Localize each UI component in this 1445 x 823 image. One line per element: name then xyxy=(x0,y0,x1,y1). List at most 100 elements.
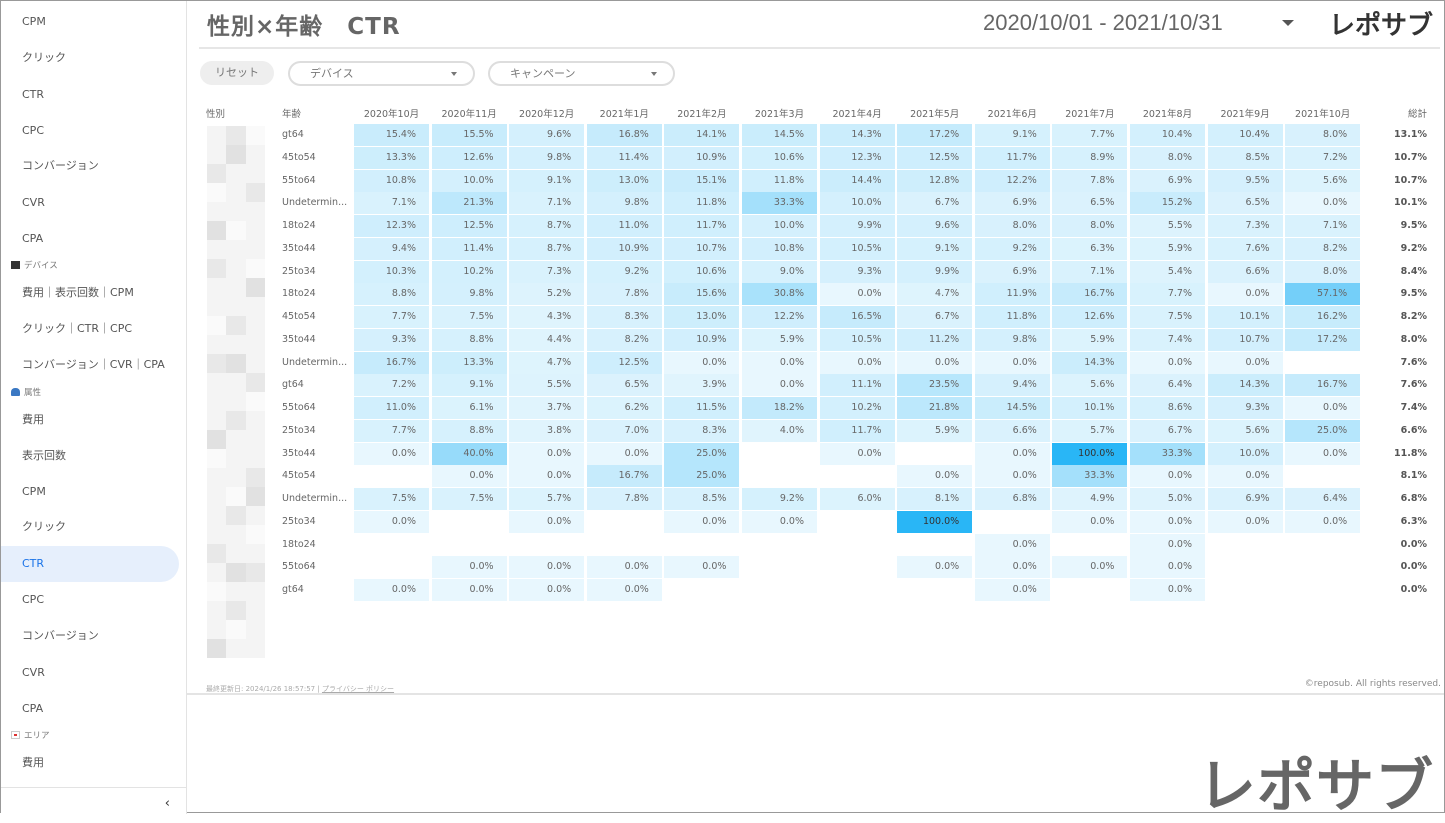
value-cell: 0.0% xyxy=(1130,533,1205,556)
value-cell: 25.0% xyxy=(1285,419,1361,442)
sidebar-item[interactable]: CPC xyxy=(22,124,44,137)
value-cell: 17.2% xyxy=(897,124,973,146)
value-cell: 0.0% xyxy=(509,579,585,601)
value-cell: 11.0% xyxy=(354,397,429,419)
sidebar-item[interactable]: クリック xyxy=(22,520,66,533)
device-select[interactable]: デバイス xyxy=(288,61,475,86)
value-cell: 7.5% xyxy=(431,306,507,328)
sidebar-item[interactable]: コンバージョン xyxy=(22,629,99,642)
blur-block xyxy=(245,525,265,544)
value-cell xyxy=(587,511,662,533)
age-cell: 25to34 xyxy=(282,424,316,436)
blur-block xyxy=(207,563,227,582)
sidebar-item[interactable]: CPA xyxy=(22,232,44,245)
blur-block xyxy=(207,354,227,373)
sidebar-section-device: デバイス xyxy=(11,259,58,271)
sidebar-item[interactable]: CPC xyxy=(22,593,44,606)
value-cell xyxy=(742,556,817,578)
footer-separator: | xyxy=(317,685,320,693)
total-cell: 8.1% xyxy=(1400,470,1427,482)
privacy-policy-link[interactable]: プライバシー ポリシー xyxy=(321,685,395,693)
value-cell: 16.7% xyxy=(1285,374,1361,397)
date-range-picker[interactable]: 2020/10/01 - 2021/10/31 xyxy=(983,10,1223,35)
blur-block xyxy=(245,449,265,468)
value-cell: 15.4% xyxy=(354,124,429,146)
blur-block xyxy=(245,392,265,411)
value-cell xyxy=(509,534,584,556)
sidebar-item[interactable]: CPM xyxy=(22,15,46,28)
table-row: 35to44 9.4% 11.4% 8.7% 10.9% 10.7% 10.8% 10.5% 9… xyxy=(187,237,1445,260)
value-cell: 0.0% xyxy=(1285,510,1361,533)
total-cell: 10.7% xyxy=(1394,174,1427,186)
value-cell: 7.5% xyxy=(431,488,507,510)
sidebar-item[interactable]: 費用｜表示回数｜CPM xyxy=(22,286,134,299)
value-cell: 14.1% xyxy=(664,124,740,146)
value-cell: 7.6% xyxy=(1207,237,1283,260)
header-month: 2020年12月 xyxy=(519,109,575,120)
value-cell: 14.5% xyxy=(974,397,1050,419)
date-range-caret-icon[interactable] xyxy=(1282,20,1294,26)
value-cell: 9.6% xyxy=(509,124,585,146)
total-cell: 9.2% xyxy=(1400,242,1427,254)
sidebar-item[interactable]: CTR xyxy=(1,546,179,582)
sidebar-item[interactable]: コンバージョン xyxy=(22,159,99,172)
value-cell: 7.3% xyxy=(509,260,585,283)
value-cell: 13.3% xyxy=(431,351,507,374)
value-cell: 9.2% xyxy=(742,488,817,510)
footer: 最終更新日: 2024/1/26 18:57:57 | プライバシー ポリシー xyxy=(206,684,394,694)
value-cell: 0.0% xyxy=(509,510,585,533)
blur-block xyxy=(245,183,265,202)
sidebar-item[interactable]: 表示回数 xyxy=(22,449,66,462)
blur-block xyxy=(226,354,246,373)
sidebar-item[interactable]: コンバージョン｜CVR｜CPA xyxy=(22,358,165,371)
value-cell: 16.5% xyxy=(819,306,895,328)
sidebar-item[interactable]: CVR xyxy=(22,666,45,679)
value-cell: 9.9% xyxy=(819,215,895,237)
blur-block xyxy=(226,392,246,411)
value-cell: 6.0% xyxy=(819,488,895,510)
sidebar-item[interactable]: クリック｜CTR｜CPC xyxy=(22,322,133,335)
sidebar-item[interactable]: CPA xyxy=(22,702,44,715)
value-cell: 8.2% xyxy=(1285,237,1361,260)
blur-block xyxy=(245,544,265,563)
sidebar-item[interactable]: CVR xyxy=(22,196,45,209)
header-divider xyxy=(199,47,1440,49)
value-cell: 9.8% xyxy=(974,328,1050,351)
value-cell: 8.0% xyxy=(1285,124,1361,146)
blur-block xyxy=(245,278,265,297)
value-cell: 15.1% xyxy=(664,169,740,192)
total-cell: 8.2% xyxy=(1400,311,1427,322)
value-cell: 0.0% xyxy=(431,579,507,601)
value-cell xyxy=(664,579,739,601)
value-cell: 10.0% xyxy=(431,169,507,192)
reset-button[interactable]: リセット xyxy=(200,61,274,85)
sidebar-item[interactable]: CTR xyxy=(22,88,45,101)
table-row: 45to54 13.3% 12.6% 9.8% 11.4% 10.9% 10.6% 12.3%… xyxy=(187,146,1445,169)
table-row: gt64 0.0% 0.0% 0.0% 0.0% 0.0% 0.0% 0.0% xyxy=(187,579,1445,601)
value-cell: 14.3% xyxy=(819,124,895,146)
value-cell xyxy=(1052,579,1127,601)
value-cell: 7.4% xyxy=(1130,328,1205,351)
value-cell: 100.0% xyxy=(1052,442,1128,465)
sidebar-item[interactable]: 費用 xyxy=(22,413,44,426)
last-updated: 最終更新日: 2024/1/26 18:57:57 xyxy=(206,685,316,693)
value-cell: 8.0% xyxy=(1052,215,1128,237)
value-cell: 0.0% xyxy=(974,351,1050,374)
value-cell: 7.1% xyxy=(1052,260,1128,283)
chevron-left-icon[interactable]: ‹ xyxy=(164,796,170,811)
japan-flag-icon xyxy=(11,731,20,739)
campaign-select[interactable]: キャンペーン xyxy=(488,61,675,86)
table-row: 45to54 0.0% 0.0% 16.7% 25.0% 0.0% 0.0% 33.3% 0.0… xyxy=(187,465,1445,488)
table-row: 18to24 0.0% 0.0% 0.0% xyxy=(187,533,1445,556)
blur-block xyxy=(245,297,265,316)
value-cell: 5.7% xyxy=(509,488,585,510)
sidebar-item[interactable]: 費用 xyxy=(22,756,44,769)
value-cell xyxy=(1285,579,1360,601)
age-cell: 35to44 xyxy=(282,333,316,345)
table-row: 55to64 10.8% 10.0% 9.1% 13.0% 15.1% 11.8% 14.4%… xyxy=(187,169,1445,192)
sidebar-item[interactable]: CPM xyxy=(22,485,46,498)
sidebar-section-label: 属性 xyxy=(24,388,42,398)
sidebar-item[interactable]: クリック xyxy=(22,51,66,64)
value-cell: 6.7% xyxy=(897,192,973,215)
value-cell: 10.4% xyxy=(1130,124,1205,146)
